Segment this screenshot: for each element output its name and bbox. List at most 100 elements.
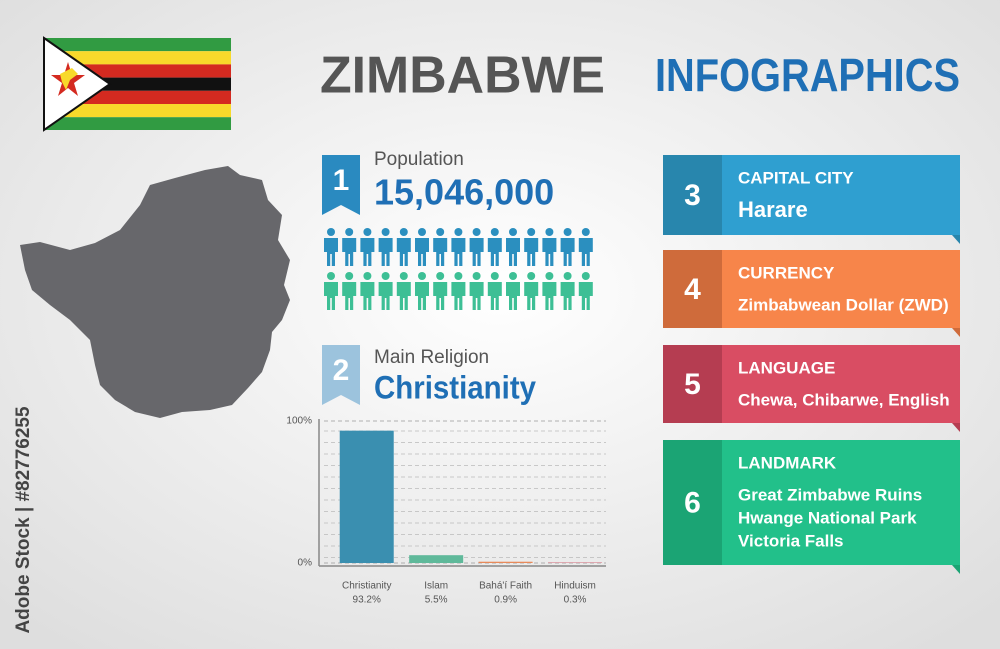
person-head [563, 272, 572, 280]
person-head [363, 272, 372, 280]
person-body [560, 282, 575, 310]
person-head [527, 228, 536, 236]
person-head [581, 228, 590, 236]
person-body [578, 282, 593, 310]
person-body [542, 282, 557, 310]
card-body [722, 155, 960, 235]
person-body [415, 238, 429, 266]
person-body [360, 238, 375, 266]
title: ZIMBABWE [320, 47, 605, 105]
card-number: 5 [684, 368, 701, 401]
person-head [472, 228, 481, 236]
ribbon [322, 345, 360, 405]
section-number: 1 [333, 164, 350, 197]
bar [339, 430, 394, 563]
y-tick-label: 100% [286, 416, 312, 427]
religion-chart: 0% 100% Christianity 93.2% Islam 5.5% Bahá'í F… [286, 416, 606, 606]
x-tick-label: Bahá'í Faith [479, 581, 532, 592]
person-head [490, 272, 499, 280]
value-label: 0.3% [564, 595, 587, 606]
card-line: Great Zimbabwe Ruins [738, 485, 922, 504]
person-head [418, 272, 426, 280]
population-value: 15,046,000 [374, 172, 554, 213]
person-head [381, 228, 390, 236]
person-head [327, 272, 335, 280]
section-number: 2 [333, 354, 350, 387]
person-head [381, 272, 390, 280]
card-line: Hwange National Park [738, 508, 917, 527]
card-number: 4 [684, 273, 701, 306]
x-tick-label: Christianity [342, 581, 391, 592]
card-fold [952, 565, 960, 574]
card-fold [952, 235, 960, 244]
x-tick-label: Islam [424, 581, 448, 592]
person-body [415, 282, 429, 310]
person-body [396, 238, 411, 266]
person-head [399, 228, 408, 236]
value-label: 0.9% [494, 595, 517, 606]
watermark: Adobe Stock | #82776255 [13, 406, 34, 634]
card-fold [952, 423, 960, 432]
person-body [542, 238, 557, 266]
person-body [342, 282, 357, 310]
person-body [469, 238, 484, 266]
bar [409, 555, 464, 563]
person-head [436, 228, 445, 236]
card-line: Chewa, Chibarwe, English [738, 390, 950, 409]
person-body [524, 238, 539, 266]
card-number: 6 [684, 486, 701, 519]
person-body [487, 238, 502, 266]
person-body [360, 282, 375, 310]
person-body [378, 238, 393, 266]
card-number-box [663, 440, 722, 565]
card-line: Harare [738, 197, 808, 222]
card-number-box [663, 155, 722, 235]
person-head [545, 272, 554, 280]
subtitle: INFOGRAPHICS [655, 49, 960, 101]
country-map [20, 166, 290, 418]
person-body [524, 282, 539, 310]
card-title: CAPITAL CITY [738, 168, 854, 187]
person-head [345, 228, 354, 236]
person-body [433, 282, 448, 310]
card-fold [952, 328, 960, 337]
card-title: LANGUAGE [738, 358, 835, 377]
people-icons [324, 228, 593, 310]
person-body [342, 238, 357, 266]
section-label: Main Religion [374, 347, 489, 368]
person-head [436, 272, 445, 280]
person-head [327, 228, 335, 236]
person-head [454, 228, 463, 236]
card-number: 3 [684, 179, 701, 212]
value-label: 5.5% [425, 595, 448, 606]
person-body [433, 238, 448, 266]
person-body [324, 238, 338, 266]
card-body [722, 345, 960, 423]
person-body [578, 238, 593, 266]
card-title: LANDMARK [738, 453, 837, 472]
person-body [560, 238, 575, 266]
ribbon [322, 155, 360, 215]
person-head [490, 228, 499, 236]
card-line: Victoria Falls [738, 531, 844, 550]
person-head [581, 272, 590, 280]
person-body [506, 238, 520, 266]
section-label: Population [374, 149, 464, 170]
bar [478, 561, 533, 563]
person-head [363, 228, 372, 236]
person-head [472, 272, 481, 280]
card-number-box [663, 250, 722, 328]
person-head [563, 228, 572, 236]
person-body [469, 282, 484, 310]
person-head [527, 272, 536, 280]
card-body [722, 440, 960, 565]
card-number-box [663, 345, 722, 423]
person-head [545, 228, 554, 236]
person-head [454, 272, 463, 280]
card-title: CURRENCY [738, 263, 835, 282]
value-label: 93.2% [353, 595, 381, 606]
person-body [378, 282, 393, 310]
person-head [509, 228, 517, 236]
person-body [487, 282, 502, 310]
